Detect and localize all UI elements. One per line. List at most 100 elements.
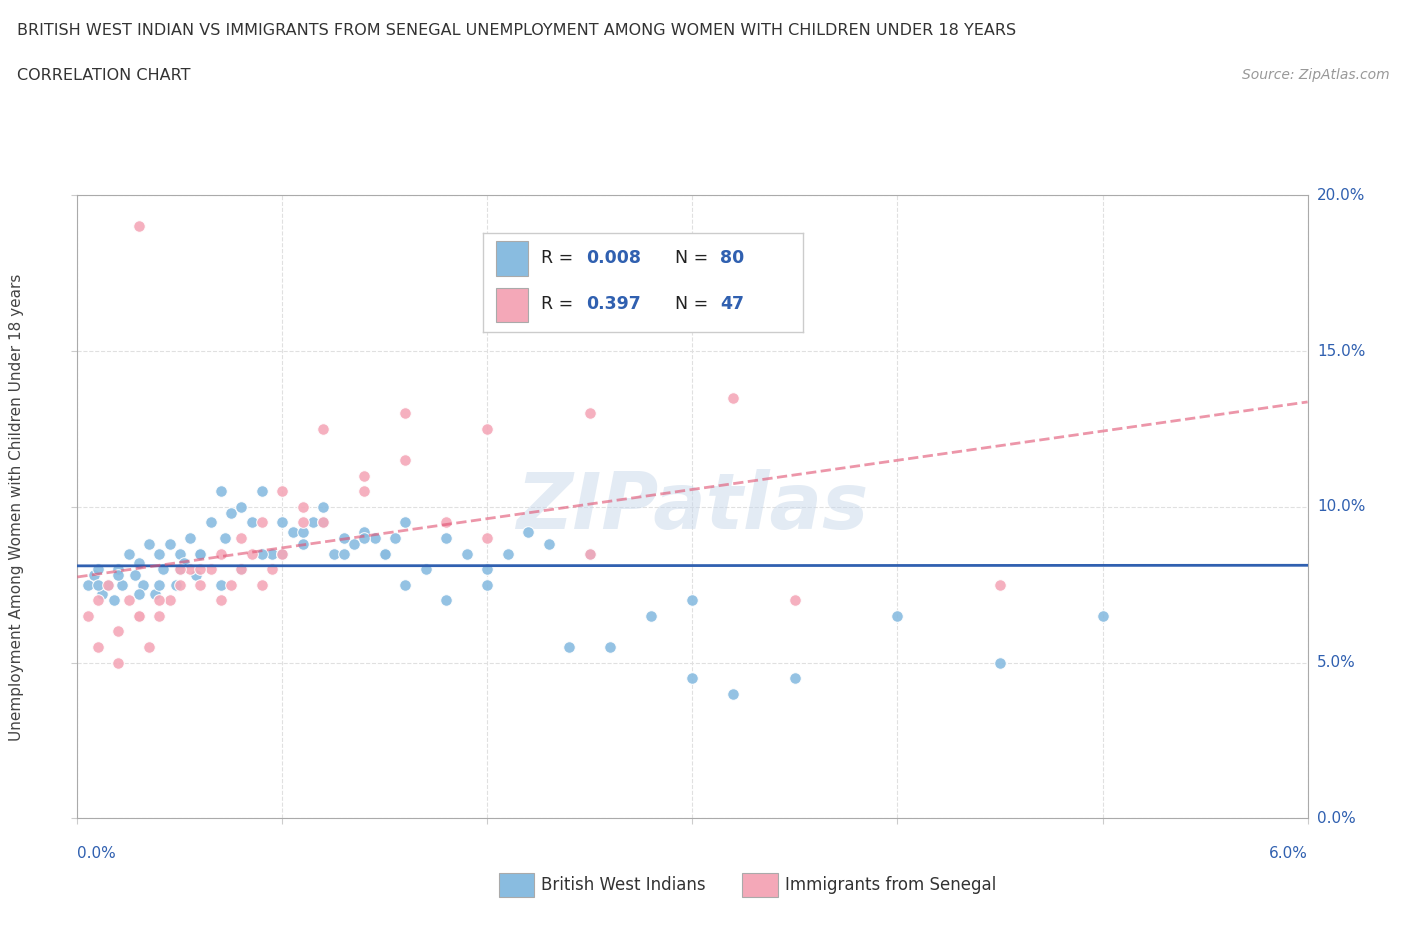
Point	[456, 546, 478, 561]
Text: Unemployment Among Women with Children Under 18 years: Unemployment Among Women with Children U…	[10, 273, 24, 740]
Point	[374, 546, 396, 561]
Point	[579, 405, 602, 420]
Text: 5.0%: 5.0%	[1317, 655, 1355, 671]
Point	[148, 578, 170, 592]
Point	[107, 562, 129, 577]
Point	[159, 593, 181, 608]
Point	[312, 421, 335, 436]
Point	[152, 562, 174, 577]
Point	[988, 655, 1011, 670]
Point	[415, 562, 437, 577]
Text: 0.0%: 0.0%	[77, 846, 117, 861]
Text: R =: R =	[541, 296, 579, 313]
Point	[231, 530, 253, 545]
Text: 15.0%: 15.0%	[1317, 343, 1365, 359]
Point	[281, 525, 304, 539]
Point	[219, 578, 242, 592]
Point	[128, 555, 150, 570]
Text: 20.0%: 20.0%	[1317, 188, 1365, 203]
Point	[97, 578, 120, 592]
Text: 10.0%: 10.0%	[1317, 499, 1365, 514]
Text: 0.0%: 0.0%	[1317, 811, 1355, 826]
Point	[107, 624, 129, 639]
Point	[302, 515, 325, 530]
Point	[496, 546, 519, 561]
Point	[517, 525, 540, 539]
Point	[250, 484, 273, 498]
Point	[188, 546, 212, 561]
Point	[128, 608, 150, 623]
Point	[90, 587, 114, 602]
Point	[159, 537, 181, 551]
Bar	[496, 287, 529, 323]
Point	[537, 537, 560, 551]
Point	[128, 608, 150, 623]
Point	[271, 546, 294, 561]
Point	[682, 671, 704, 685]
Point	[188, 578, 212, 592]
Point	[477, 421, 499, 436]
Point	[271, 515, 294, 530]
Point	[353, 468, 375, 484]
Point	[291, 525, 314, 539]
Point	[169, 562, 191, 577]
Point	[186, 568, 208, 583]
Point	[169, 546, 191, 561]
Point	[291, 515, 314, 530]
Point	[723, 391, 745, 405]
Point	[209, 578, 232, 592]
Point	[87, 593, 110, 608]
Point	[271, 484, 294, 498]
Point	[138, 640, 160, 655]
Point	[436, 593, 458, 608]
Point	[477, 578, 499, 592]
Point	[353, 484, 375, 498]
Point	[128, 219, 150, 233]
Point	[209, 546, 232, 561]
Point	[103, 593, 125, 608]
Point	[138, 537, 160, 551]
Text: N =: N =	[675, 296, 714, 313]
Point	[312, 515, 335, 530]
Point	[231, 499, 253, 514]
Point	[179, 562, 201, 577]
Point	[394, 578, 416, 592]
Point	[579, 546, 602, 561]
Point	[148, 608, 170, 623]
Point	[886, 608, 908, 623]
Point	[599, 640, 621, 655]
Point	[250, 515, 273, 530]
Point	[783, 671, 806, 685]
Text: BRITISH WEST INDIAN VS IMMIGRANTS FROM SENEGAL UNEMPLOYMENT AMONG WOMEN WITH CHI: BRITISH WEST INDIAN VS IMMIGRANTS FROM S…	[17, 23, 1017, 38]
Text: Immigrants from Senegal: Immigrants from Senegal	[785, 876, 995, 895]
Point	[394, 515, 416, 530]
Text: N =: N =	[675, 248, 714, 267]
Point	[188, 562, 212, 577]
Point	[262, 562, 284, 577]
Text: 47: 47	[720, 296, 744, 313]
Point	[87, 578, 110, 592]
Text: R =: R =	[541, 248, 579, 267]
Point	[169, 578, 191, 592]
Point	[200, 562, 222, 577]
Point	[271, 546, 294, 561]
Point	[988, 578, 1011, 592]
Point	[87, 640, 110, 655]
Point	[188, 546, 212, 561]
Point	[353, 530, 375, 545]
Point	[312, 515, 335, 530]
Point	[132, 578, 155, 592]
Point	[128, 587, 150, 602]
Point	[250, 578, 273, 592]
Point	[148, 546, 170, 561]
Text: Source: ZipAtlas.com: Source: ZipAtlas.com	[1241, 68, 1389, 82]
Point	[87, 562, 110, 577]
Point	[682, 593, 704, 608]
Point	[165, 578, 187, 592]
Point	[250, 546, 273, 561]
Point	[179, 530, 201, 545]
Point	[394, 453, 416, 468]
Point	[214, 530, 236, 545]
Point	[558, 640, 581, 655]
Point	[723, 686, 745, 701]
